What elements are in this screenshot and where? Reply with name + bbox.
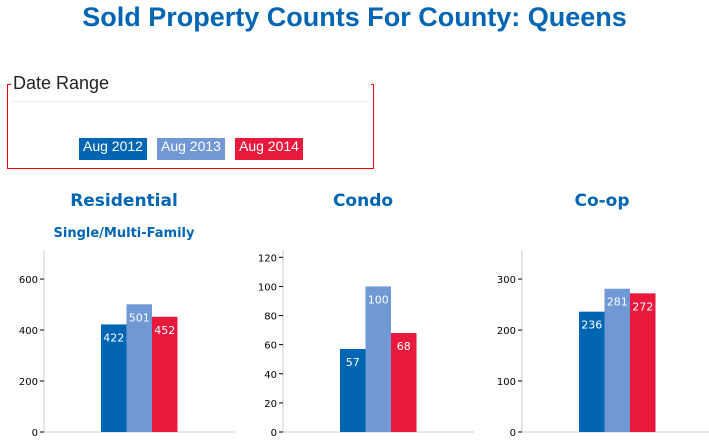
aug-2012-button[interactable]: Aug 2012 (79, 138, 147, 160)
y-tick-label: 0 (32, 428, 38, 439)
y-tick-label: 200 (19, 377, 38, 388)
chart-title: Co-op (574, 191, 629, 211)
y-tick-label: 0 (271, 428, 277, 439)
chart-title: Condo (333, 191, 393, 211)
y-tick-label: 200 (497, 326, 516, 337)
y-tick-label: 400 (19, 326, 38, 337)
chart-title: Residential (70, 191, 178, 211)
date-range-label: Date Range (12, 73, 111, 94)
date-range-panel: Date Range Aug 2012 Aug 2013 Aug 2014 (7, 73, 374, 169)
divider (12, 101, 369, 102)
y-tick-label: 120 (258, 253, 277, 264)
bar-aug-2012 (340, 349, 366, 432)
data-label: 452 (154, 324, 175, 337)
data-label: 281 (607, 296, 628, 309)
data-label: 422 (103, 331, 124, 344)
y-tick-label: 300 (497, 275, 516, 286)
y-tick-label: 100 (258, 282, 277, 293)
data-label: 100 (368, 293, 389, 306)
bar-aug-2014 (152, 316, 178, 432)
data-label: 501 (129, 311, 150, 324)
y-tick-label: 20 (264, 399, 277, 410)
y-tick-label: 80 (264, 312, 277, 323)
data-label: 57 (346, 356, 360, 369)
y-tick-label: 0 (510, 428, 516, 439)
aug-2013-button[interactable]: Aug 2013 (157, 138, 225, 160)
data-label: 68 (397, 340, 411, 353)
y-tick-label: 60 (264, 341, 277, 352)
y-tick-label: 40 (264, 370, 277, 381)
bar-aug-2013 (604, 288, 630, 432)
bar-aug-2012 (579, 311, 605, 432)
y-tick-label: 100 (497, 377, 516, 388)
bar-aug-2014 (630, 293, 656, 432)
chart-subtitle: Single/Multi-Family (54, 226, 195, 241)
page-title: Sold Property Counts For County: Queens (82, 2, 627, 32)
data-label: 272 (632, 300, 653, 313)
bar-aug-2013 (365, 286, 391, 432)
aug-2014-button[interactable]: Aug 2014 (235, 138, 303, 160)
bar-aug-2014 (391, 332, 417, 432)
y-tick-label: 600 (19, 275, 38, 286)
bar-aug-2013 (126, 304, 152, 432)
bar-aug-2012 (101, 324, 127, 432)
data-label: 236 (581, 319, 602, 332)
